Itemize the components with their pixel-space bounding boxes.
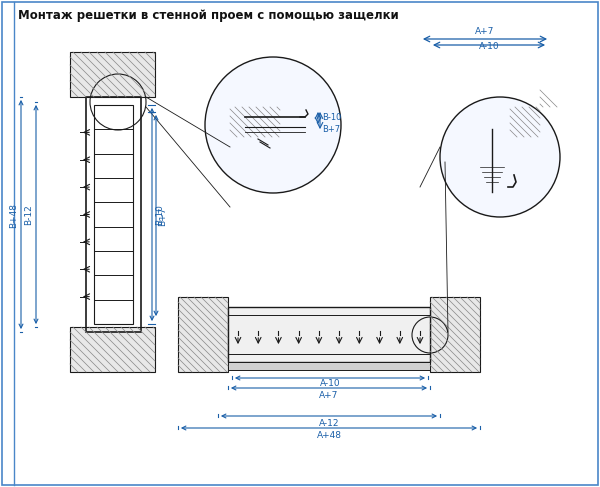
Bar	[430, 297, 480, 372]
Text: A+48: A+48	[317, 431, 341, 439]
Text: B+48: B+48	[10, 203, 19, 227]
Bar	[86, 97, 141, 332]
Bar	[178, 297, 228, 372]
Text: A-10: A-10	[479, 42, 499, 51]
Text: Монтаж решетки в стенной проем с помощью защелки: Монтаж решетки в стенной проем с помощью…	[18, 9, 399, 22]
Text: B+7: B+7	[158, 206, 167, 225]
Bar	[70, 52, 155, 97]
Bar	[228, 362, 430, 370]
Circle shape	[440, 97, 560, 217]
Text: B-12: B-12	[25, 205, 34, 225]
Bar	[70, 327, 155, 372]
Bar	[94, 105, 133, 324]
Text: A+7: A+7	[475, 27, 494, 36]
Text: A-10: A-10	[320, 379, 340, 389]
Text: A+7: A+7	[319, 391, 338, 399]
Text: A-12: A-12	[319, 418, 339, 428]
Text: B-10: B-10	[155, 205, 164, 225]
Text: B+7: B+7	[322, 125, 340, 133]
Circle shape	[205, 57, 341, 193]
Bar	[228, 307, 430, 362]
Text: B-10: B-10	[322, 112, 341, 121]
